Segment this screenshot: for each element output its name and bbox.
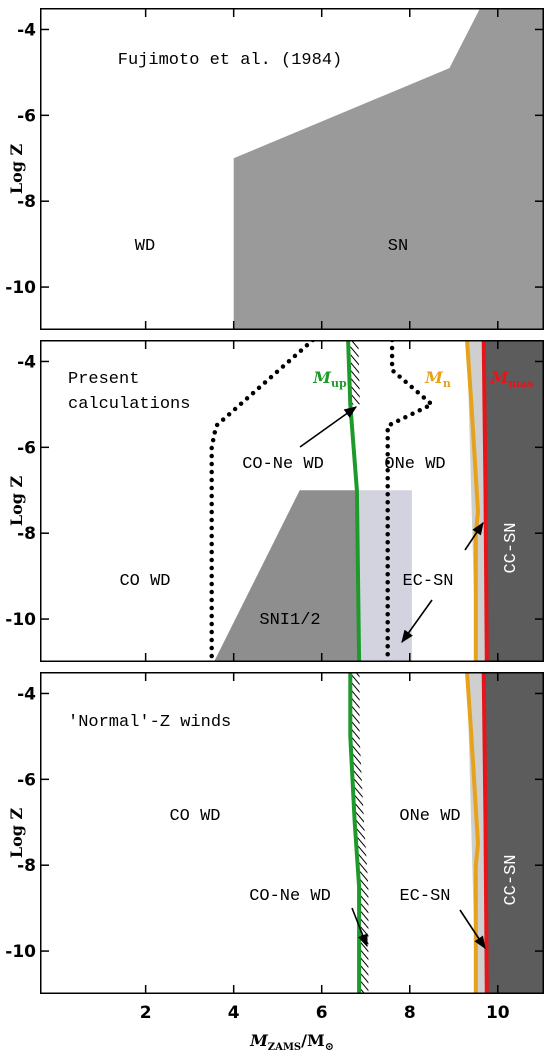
annotation: CO-Ne WD <box>249 887 331 906</box>
line-label: Mn <box>424 368 451 390</box>
y-axis-label: Log Z <box>7 808 26 859</box>
y-tick-label: -8 <box>17 192 36 212</box>
region <box>483 672 544 994</box>
boundary-line <box>481 340 489 662</box>
arrow <box>299 406 358 448</box>
x-tick-label: 4 <box>228 1003 240 1023</box>
x-tick-label: 6 <box>316 1003 328 1023</box>
annotation: CC-SN <box>502 522 521 573</box>
y-tick-label: -6 <box>17 438 36 458</box>
line-label-sub: up <box>331 377 347 390</box>
x-axis-label: MZAMS/M⊙ <box>249 1031 334 1053</box>
x-label-part: /M <box>301 1031 325 1050</box>
annotation: EC-SN <box>402 572 453 591</box>
line-label-main: M <box>312 368 332 387</box>
arrow <box>464 521 484 551</box>
annotation: ONe WD <box>399 807 460 826</box>
y-tick-label: -10 <box>5 942 36 962</box>
plot-area <box>348 672 544 994</box>
arrows <box>299 406 486 950</box>
annotation: CO-Ne WD <box>242 455 324 474</box>
annotation: SN <box>388 237 408 256</box>
arrow <box>401 599 433 644</box>
y-axis-label: Log Z <box>7 144 26 195</box>
y-tick-label: -6 <box>17 770 36 790</box>
boundary-line <box>465 340 481 662</box>
arrow <box>351 907 368 948</box>
y-tick-label: -8 <box>17 524 36 544</box>
y-tick-label: -8 <box>17 856 36 876</box>
y-tick-label: -10 <box>5 610 36 630</box>
line-label-main: M <box>424 368 444 387</box>
frame <box>40 672 544 994</box>
panel-title: Fujimoto et al. (1984) <box>118 51 342 70</box>
plot-area <box>233 8 544 330</box>
annotation: CC-SN <box>502 854 521 905</box>
frame <box>40 340 544 662</box>
y-tick-label: -4 <box>17 352 36 372</box>
region <box>233 8 544 330</box>
panel-title: Present <box>68 370 139 389</box>
hatch-line <box>351 672 369 994</box>
x-tick-label: 10 <box>486 1003 510 1023</box>
region <box>213 490 360 662</box>
line-label: Mmas <box>490 368 534 390</box>
panel-title: 'Normal'-Z winds <box>68 713 231 732</box>
line-label-main: M <box>490 368 510 387</box>
boundary-line <box>465 672 481 994</box>
x-label-part: ZAMS <box>268 1042 301 1053</box>
x-label-part: M <box>249 1031 269 1050</box>
annotation: EC-SN <box>399 887 450 906</box>
y-tick-label: -4 <box>17 20 36 40</box>
region <box>483 340 544 662</box>
boundary-line <box>481 672 489 994</box>
y-tick-label: -10 <box>5 278 36 298</box>
line-label-sub: mas <box>508 377 533 390</box>
annotation: WD <box>135 237 155 256</box>
y-tick-label: -6 <box>17 106 36 126</box>
line-label: Mup <box>312 368 347 390</box>
boundary-line <box>209 340 316 662</box>
hatch-line <box>350 340 360 405</box>
x-label-part: ⊙ <box>325 1040 334 1053</box>
line-label-sub: n <box>443 377 451 390</box>
annotation: CO WD <box>169 807 220 826</box>
x-tick-label: 2 <box>140 1003 152 1023</box>
annotation: SNI1/2 <box>259 611 320 630</box>
boundary-line <box>348 672 362 994</box>
annotation: CO WD <box>119 572 170 591</box>
boundary-line <box>346 340 362 662</box>
plot-area <box>209 340 544 662</box>
x-tick-label: 8 <box>404 1003 416 1023</box>
y-tick-label: -4 <box>17 684 36 704</box>
arrow <box>459 909 486 950</box>
frame <box>40 8 544 330</box>
y-axis-label: Log Z <box>7 476 26 527</box>
region <box>356 490 412 662</box>
annotation: ONe WD <box>384 455 445 474</box>
panel-title: calculations <box>68 395 190 414</box>
